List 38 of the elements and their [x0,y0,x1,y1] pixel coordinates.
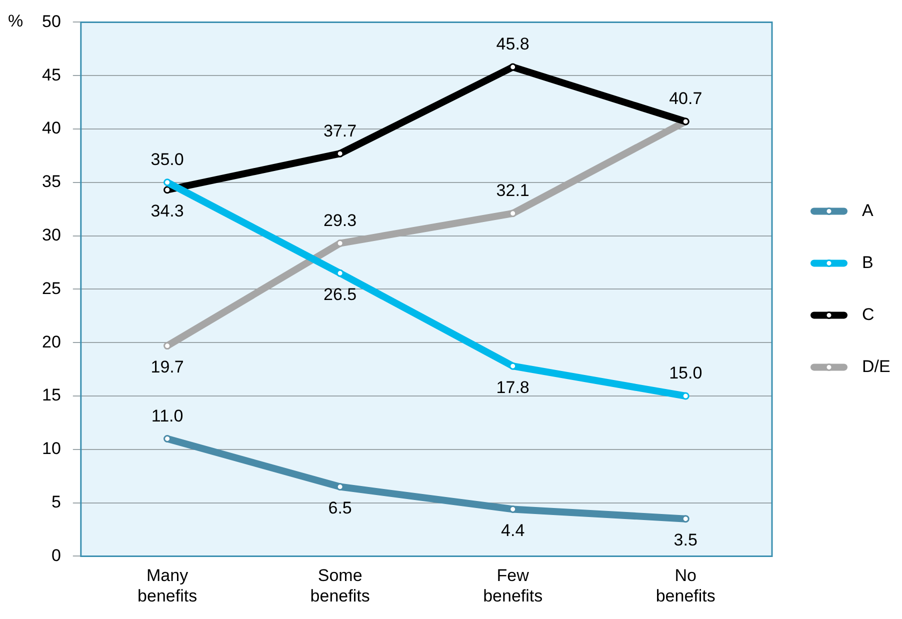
y-axis-title: % [8,12,24,31]
data-label: 40.7 [669,89,702,108]
legend-label: C [862,304,874,324]
legend-label: D/E [862,356,890,376]
legend-label: B [862,252,874,272]
point [336,269,344,277]
x-tick-label: No benefits [656,566,716,606]
data-label: 32.1 [496,181,530,200]
data-label: 6.5 [328,498,352,518]
y-tick-label: 0 [51,546,61,565]
data-label: 34.3 [150,202,184,221]
y-tick-label: 10 [42,439,61,458]
data-label: 15.0 [669,364,702,383]
data-label: 11.0 [151,406,184,426]
data-label: 35.0 [150,150,184,170]
x-tick-label: Few benefits [483,566,543,606]
y-tick-label: 40 [42,118,61,138]
data-label: 37.7 [324,121,357,140]
y-tick-label: 15 [42,386,61,405]
data-label: 17.8 [496,378,530,397]
y-tick-label: 25 [42,278,61,298]
data-label: 26.5 [324,284,357,304]
y-tick-label: 5 [51,492,61,512]
x-tick-label: Some benefits [310,566,370,606]
data-label: 3.5 [674,530,698,550]
x-tick-label: Many benefits [138,566,198,606]
point [164,342,172,350]
y-tick-label: 35 [42,172,61,192]
point [164,178,172,186]
data-label: 29.3 [324,210,357,230]
legend-label: A [862,200,874,220]
data-label: 19.7 [150,357,184,376]
y-tick-label: 30 [42,225,61,244]
y-tick-label: 45 [42,65,61,84]
y-tick-label: 20 [42,332,61,352]
data-label: 45.8 [496,34,530,54]
data-label: 4.4 [501,520,525,540]
y-tick-label: 50 [42,12,61,31]
